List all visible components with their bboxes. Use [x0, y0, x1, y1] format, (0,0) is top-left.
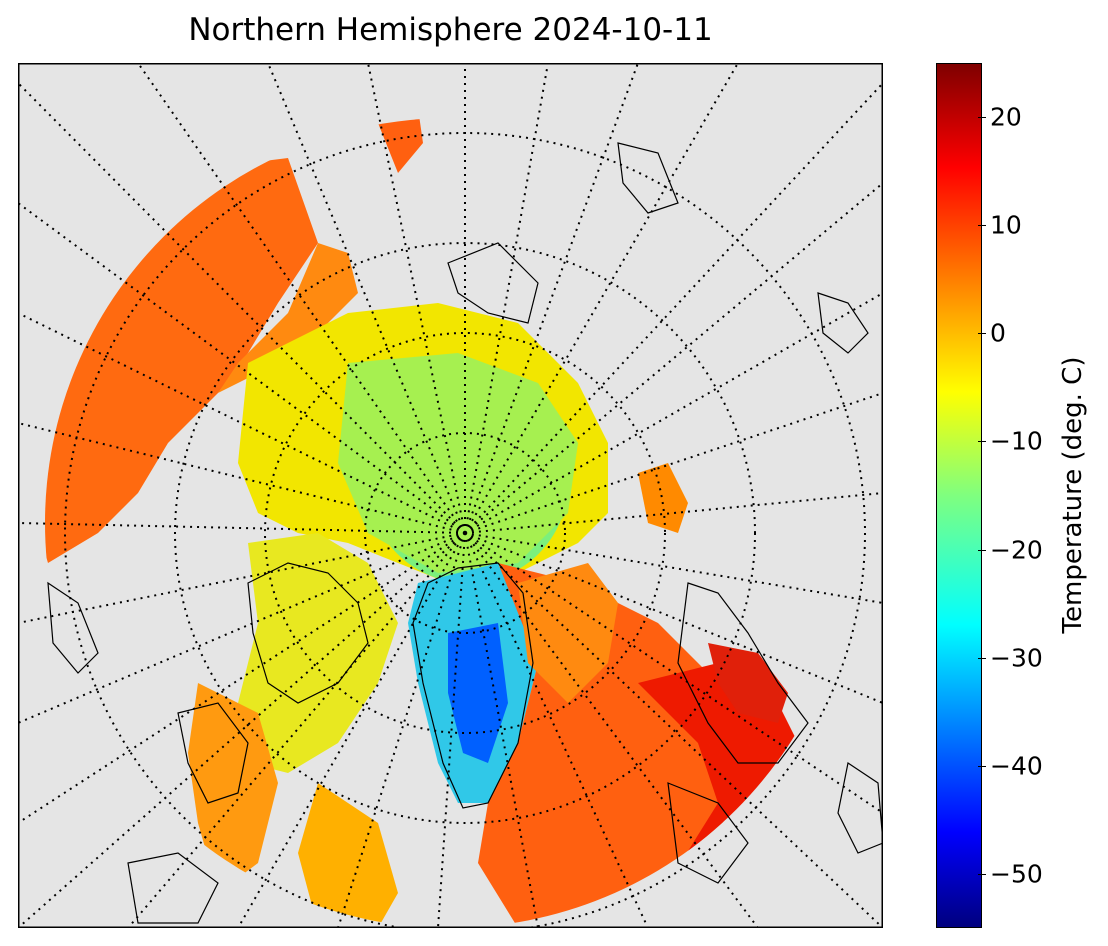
colorbar-tick-mark — [978, 225, 986, 227]
colorbar-tick-mark — [978, 333, 986, 335]
colorbar-tick-label: −40 — [990, 751, 1043, 781]
polar-temperature-map — [18, 63, 883, 928]
colorbar-tick-mark — [978, 441, 986, 443]
colorbar-tick-label: −30 — [990, 643, 1043, 673]
region-iberia — [708, 643, 788, 723]
region-greenland-core — [448, 623, 508, 763]
colorbar — [936, 63, 982, 928]
region-siberia-coast — [218, 243, 358, 393]
colorbar-tick-mark — [978, 765, 986, 767]
map-title: Northern Hemisphere 2024-10-11 — [188, 12, 713, 48]
map-border — [18, 63, 883, 928]
region-eurasia-west — [45, 158, 318, 563]
colorbar-tick-label: −50 — [990, 859, 1043, 889]
colorbar-tick-mark — [978, 657, 986, 659]
region-canada-north — [238, 533, 398, 773]
colorbar-tick-label: −20 — [990, 535, 1043, 565]
region-hudson — [298, 783, 398, 928]
colorbar-tick-label: 10 — [990, 210, 1022, 240]
region-asia-north — [378, 118, 423, 173]
region-novaya-zemlya — [638, 463, 688, 533]
colorbar-tick-label: 0 — [990, 318, 1006, 348]
meridian-lines — [18, 63, 883, 928]
colorbar-label: Temperature (deg. C) — [1058, 356, 1088, 634]
colorbar-tick-label: 20 — [990, 102, 1022, 132]
colorbar-tick-mark — [978, 549, 986, 551]
coastlines — [47, 142, 883, 924]
colorbar-tick-mark — [978, 117, 986, 119]
region-scandinavia — [518, 563, 618, 703]
colorbar-tick-mark — [978, 873, 986, 875]
region-arctic-ocean — [338, 353, 578, 573]
colorbar-tick-label: −10 — [990, 426, 1043, 456]
